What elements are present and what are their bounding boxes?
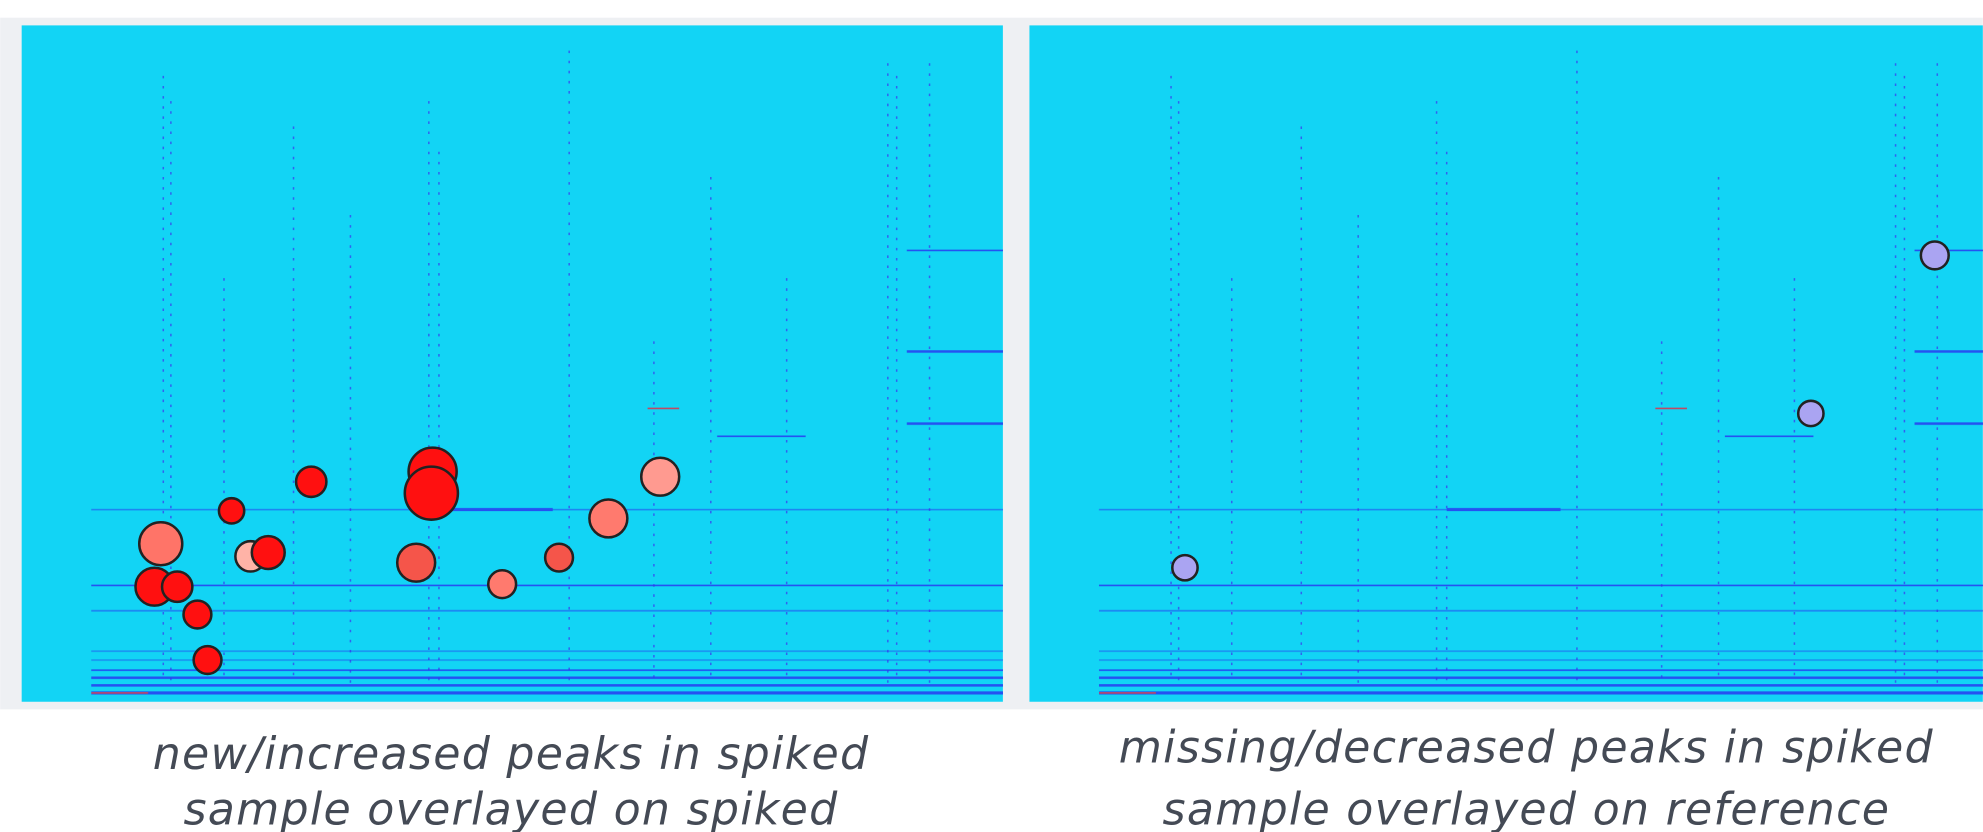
peak [639, 456, 681, 497]
peak [543, 542, 575, 573]
reference-heatmap [1027, 25, 1983, 702]
peak [588, 498, 629, 539]
decreased-peaks [1171, 240, 1950, 582]
peak [1919, 240, 1950, 271]
peak [403, 465, 460, 521]
peak [160, 570, 194, 604]
peak [486, 568, 518, 600]
increased-peaks [134, 446, 681, 676]
peak [182, 599, 213, 630]
peak [192, 644, 223, 676]
spiked-heatmap [20, 25, 1003, 702]
peak [1796, 399, 1825, 428]
peak [138, 520, 184, 567]
peak [250, 534, 286, 571]
caption-line: sample overlayed on reference [1163, 784, 1891, 832]
peak [395, 542, 437, 583]
caption-line: new/increased peaks in spiked [153, 729, 870, 780]
peak [294, 465, 328, 499]
peak [217, 496, 246, 525]
peak [1171, 553, 1199, 582]
caption-line: missing/decreased peaks in spiked [1119, 722, 1934, 773]
caption-line: sample overlayed on spiked [183, 784, 838, 832]
